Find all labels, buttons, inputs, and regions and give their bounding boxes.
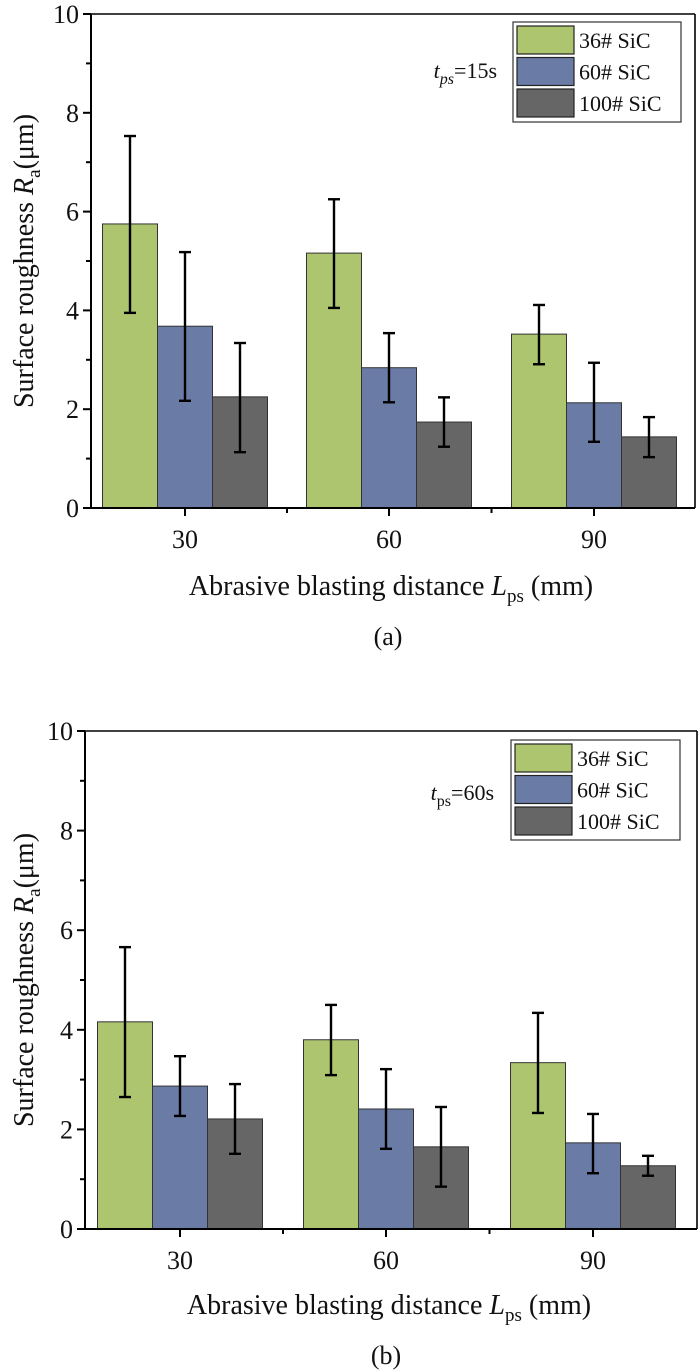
x-tick-label: 30 — [167, 1246, 193, 1275]
legend-label: 36# SiC — [579, 28, 651, 53]
y-tick-label: 6 — [60, 916, 73, 945]
annotation-time: tps=60s — [431, 780, 494, 810]
error-bar — [174, 1054, 186, 1118]
x-axis-label-unit: (mm) — [522, 1290, 591, 1321]
annotation-time: tps=15s — [434, 58, 497, 88]
legend-label: 36# SiC — [577, 746, 649, 771]
legend-label: 100# SiC — [579, 91, 662, 116]
error-bar — [588, 361, 600, 444]
x-axis-label-text: Abrasive blasting distance — [187, 1290, 489, 1321]
y-tick-label: 8 — [60, 817, 73, 846]
annotation-sub: ps — [437, 793, 451, 810]
x-tick-label: 90 — [581, 525, 607, 554]
x-tick-label: 90 — [580, 1246, 606, 1275]
error-bar — [179, 250, 191, 403]
y-axis-label: Surface roughness Ra(μm) — [9, 833, 45, 1127]
y-tick-label: 8 — [66, 99, 79, 128]
x-axis-label: Abrasive blasting distance Lps (mm) — [187, 1290, 591, 1326]
y-tick-label: 4 — [60, 1016, 73, 1045]
legend-swatch — [516, 25, 575, 55]
chart-panel-a: 0 2 4 6 8 10 30 60 90 Abrasive blasting distance … — [9, 0, 696, 651]
error-bar — [383, 331, 395, 404]
annotation-var: t — [434, 58, 441, 83]
x-axis-label-sub: ps — [505, 1305, 522, 1326]
error-bar — [643, 415, 655, 459]
y-axis-label-sub: a — [24, 888, 45, 897]
x-tick-label: 30 — [172, 525, 198, 554]
legend: 36# SiC 60# SiC 100# SiC — [512, 21, 682, 123]
y-tick-label: 2 — [66, 395, 79, 424]
chart-panel-b: 0 2 4 6 8 10 30 60 90 Abrasive blasting distance … — [9, 717, 698, 1370]
y-tick-label: 0 — [60, 1215, 73, 1244]
x-axis-label-sub: ps — [507, 586, 524, 607]
error-bar — [119, 945, 131, 1099]
legend-swatch — [514, 806, 573, 836]
error-bar — [532, 1011, 544, 1115]
error-bar — [124, 134, 136, 315]
x-axis-label-unit: (mm) — [524, 571, 593, 602]
y-axis-label-unit: (μm) — [9, 833, 40, 888]
y-axis-label-text: Surface roughness — [9, 914, 40, 1127]
annotation-var: t — [431, 780, 438, 805]
y-axis-label-var: R — [9, 178, 40, 196]
y-tick-label: 6 — [66, 198, 79, 227]
x-axis-label-text: Abrasive blasting distance — [189, 571, 491, 602]
error-bar — [325, 1003, 337, 1077]
annotation-value: =15s — [454, 58, 497, 83]
error-bar — [642, 1154, 654, 1177]
panel-label: (a) — [374, 622, 403, 651]
legend-swatch — [514, 774, 573, 805]
annotation-value: =60s — [451, 780, 494, 805]
y-axis-label: Surface roughness Ra(μm) — [9, 114, 45, 408]
x-axis-label-var: L — [490, 571, 507, 602]
legend-label: 100# SiC — [577, 809, 660, 834]
y-axis-label-unit: (μm) — [9, 114, 40, 169]
x-tick-label: 60 — [373, 1246, 399, 1275]
panel-label: (b) — [371, 1341, 401, 1370]
legend-swatch — [516, 56, 575, 87]
annotation-sub: ps — [439, 71, 454, 88]
legend-label: 60# SiC — [579, 60, 651, 85]
x-axis-label: Abrasive blasting distance Lps (mm) — [189, 571, 593, 607]
error-bar — [234, 341, 246, 454]
error-bar — [533, 303, 545, 366]
y-axis-label-text: Surface roughness — [9, 195, 40, 408]
y-axis-label-sub: a — [24, 169, 45, 178]
error-bar — [435, 1105, 447, 1188]
error-bar — [328, 198, 340, 310]
x-tick-label: 60 — [376, 525, 402, 554]
y-tick-label: 2 — [60, 1115, 73, 1144]
y-tick-label: 10 — [53, 0, 79, 29]
legend-swatch — [514, 743, 573, 773]
legend: 36# SiC 60# SiC 100# SiC — [510, 739, 681, 841]
x-axis-label-var: L — [488, 1290, 505, 1321]
y-tick-label: 0 — [66, 494, 79, 523]
y-tick-label: 10 — [47, 717, 73, 746]
y-tick-label: 4 — [66, 296, 79, 325]
error-bar — [380, 1067, 392, 1151]
error-bar — [587, 1112, 599, 1175]
legend-label: 60# SiC — [577, 778, 649, 803]
error-bar — [438, 396, 450, 448]
legend-swatch — [516, 88, 575, 118]
error-bar — [229, 1082, 241, 1156]
y-axis-label-var: R — [9, 897, 40, 915]
